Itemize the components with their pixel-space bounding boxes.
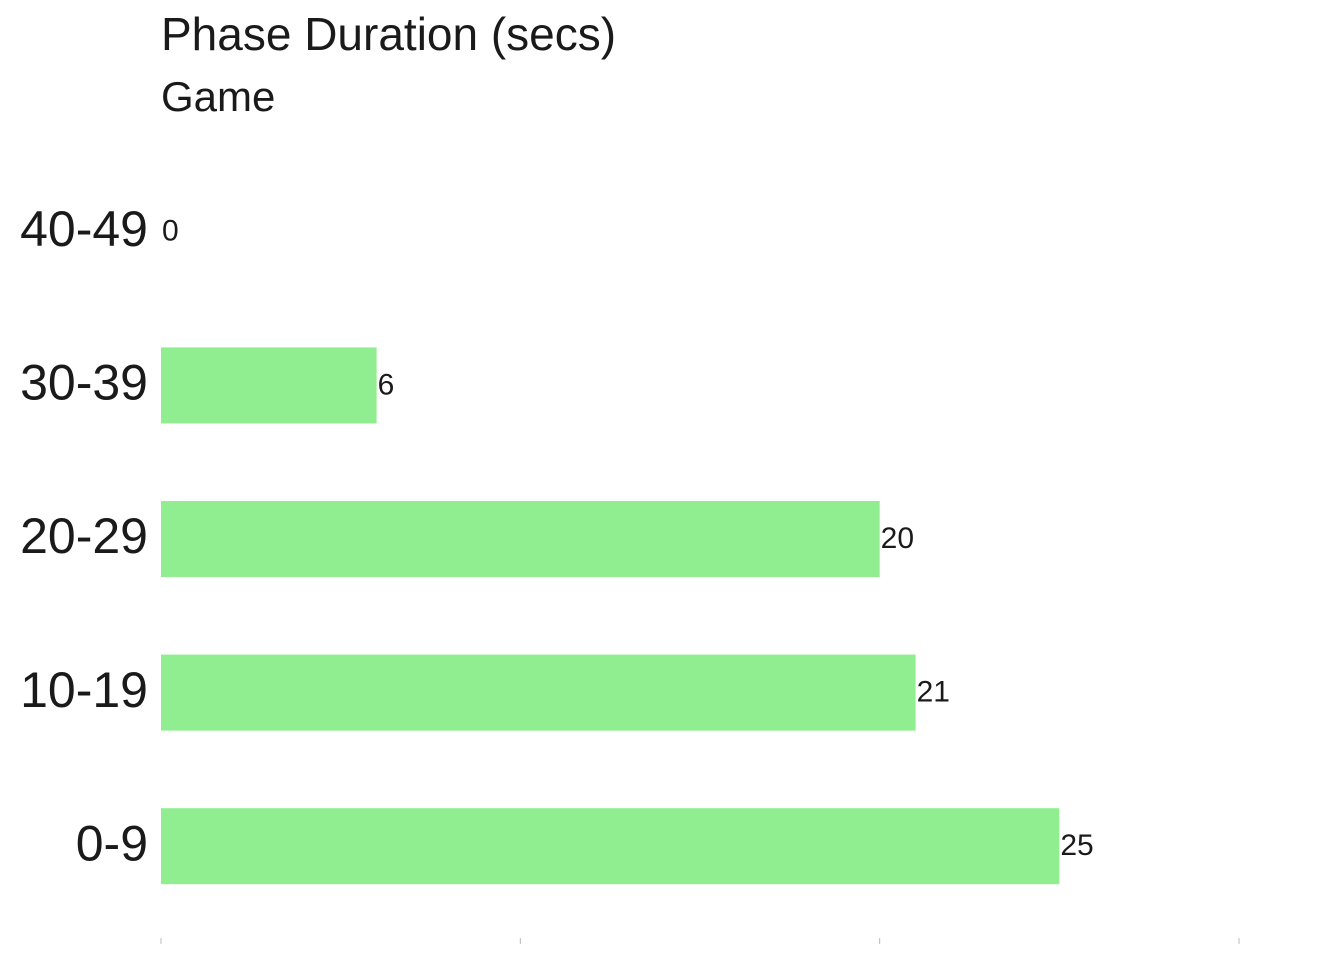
chart-title: Phase Duration (secs) (161, 8, 616, 60)
y-tick-label: 10-19 (20, 662, 148, 718)
bar (161, 501, 880, 577)
bar (161, 808, 1060, 885)
value-label: 6 (378, 368, 395, 401)
y-tick-label: 20-29 (20, 508, 148, 564)
y-tick-label: 30-39 (20, 355, 148, 411)
value-label: 20 (881, 522, 914, 555)
y-tick-label: 40-49 (20, 201, 148, 257)
value-label: 21 (917, 676, 950, 709)
chart-subtitle: Game (161, 73, 275, 120)
bar (161, 347, 377, 424)
value-label: 0 (162, 215, 179, 248)
bar (161, 654, 916, 731)
value-label: 25 (1060, 829, 1093, 862)
y-tick-label: 0-9 (76, 815, 148, 871)
